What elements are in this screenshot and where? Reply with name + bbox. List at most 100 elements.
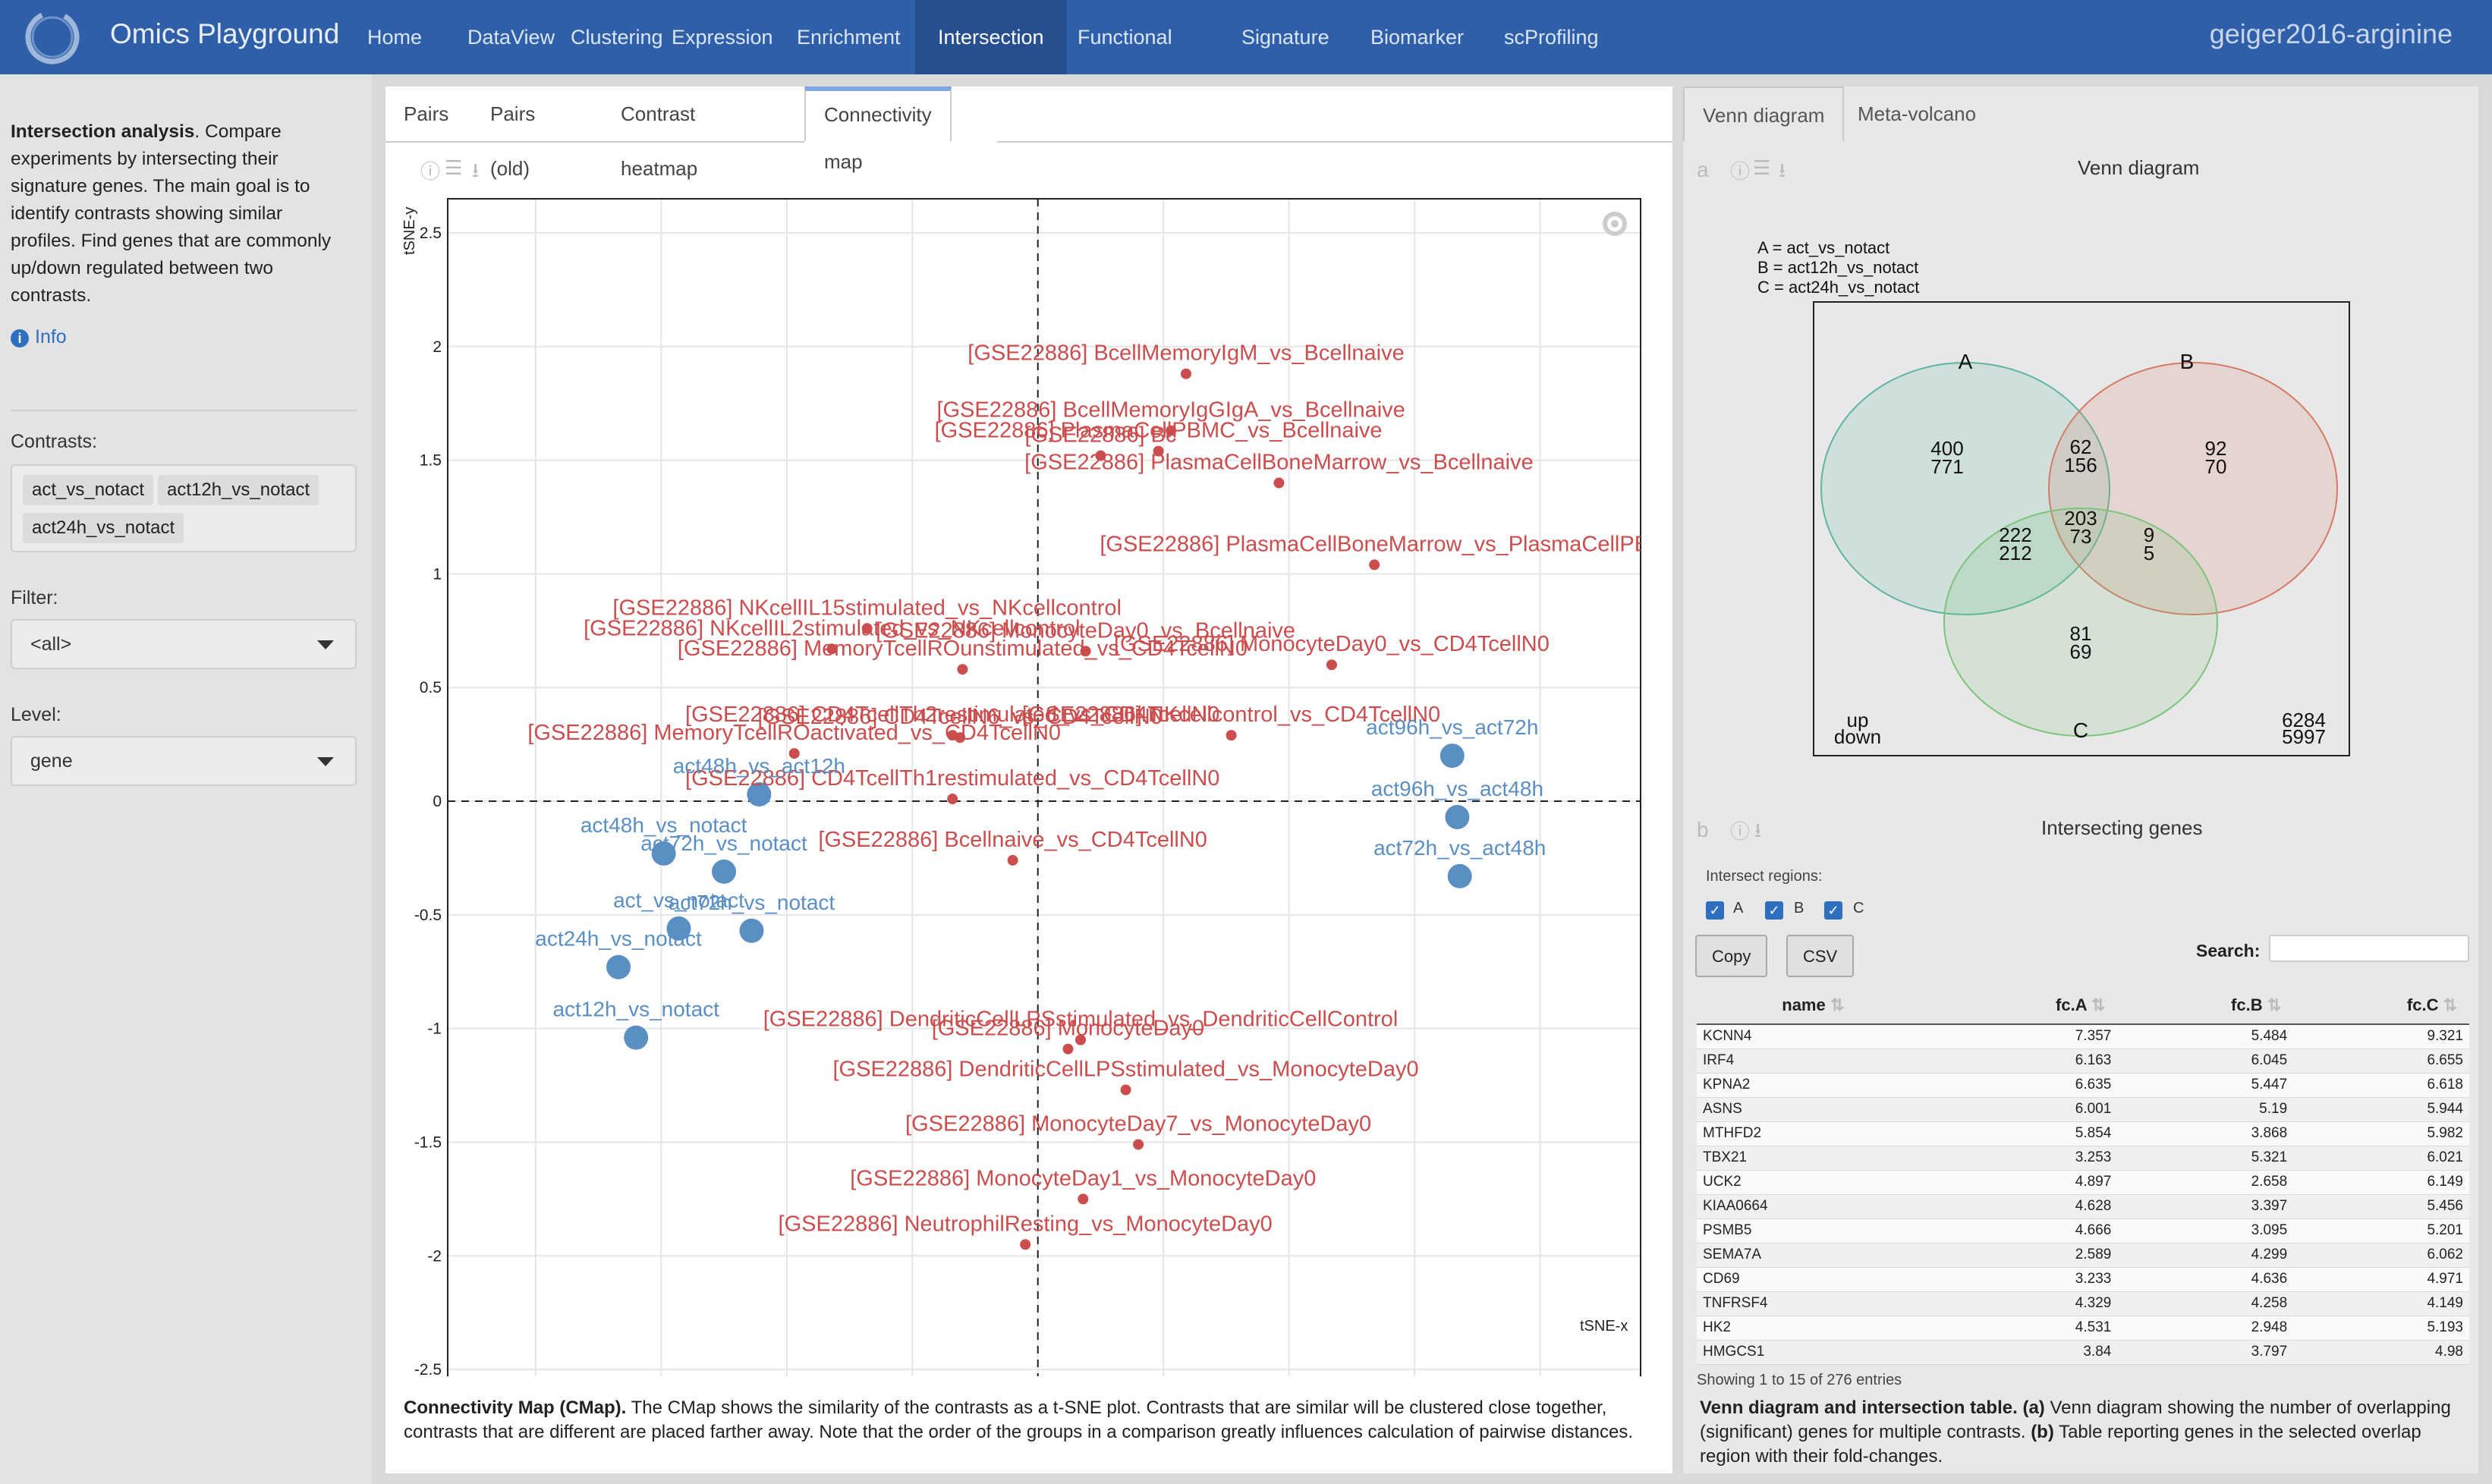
- sort-icon[interactable]: ⇅: [1825, 995, 1845, 1014]
- app-title[interactable]: Omics Playground: [110, 18, 340, 49]
- table-row[interactable]: SEMA7A 2.589 4.299 6.062: [1697, 1243, 2469, 1268]
- tab-meta-volcano[interactable]: Meta-volcano: [1858, 102, 1977, 125]
- external-point[interactable]: [1369, 559, 1380, 571]
- external-point[interactable]: [1166, 425, 1177, 436]
- checkbox-region-a[interactable]: ✓: [1706, 901, 1724, 920]
- dataset-point[interactable]: [712, 859, 737, 884]
- nav-dataview[interactable]: DataView: [467, 26, 555, 49]
- omics-logo-icon[interactable]: [21, 6, 83, 68]
- table-row[interactable]: HK2 4.531 2.948 5.193: [1697, 1316, 2469, 1341]
- tab-contrast-heatmap[interactable]: Contrast heatmap: [621, 102, 698, 180]
- divider: [11, 410, 357, 411]
- external-point[interactable]: [1153, 445, 1164, 457]
- table-row[interactable]: KPNA2 6.635 5.447 6.618: [1697, 1073, 2469, 1098]
- nav-signature[interactable]: Signature: [1241, 26, 1329, 49]
- external-point[interactable]: [1078, 1193, 1089, 1205]
- contrast-chip[interactable]: act24h_vs_notact: [23, 513, 184, 543]
- x-axis-label: tSNE-x: [1580, 1318, 1628, 1335]
- table-cell: 9.321: [2293, 1024, 2469, 1049]
- external-point[interactable]: [947, 730, 958, 741]
- copy-button[interactable]: Copy: [1695, 935, 1768, 977]
- external-point[interactable]: [1020, 1239, 1031, 1250]
- info-icon[interactable]: ⓘ: [1730, 160, 1751, 183]
- dataset-point[interactable]: [624, 1025, 649, 1050]
- options-icon[interactable]: ☰: [445, 156, 463, 179]
- checkbox-region-c[interactable]: ✓: [1824, 901, 1842, 920]
- nav-expression[interactable]: Expression: [672, 26, 773, 49]
- table-row[interactable]: ASNS 6.001 5.19 5.944: [1697, 1097, 2469, 1122]
- search-input[interactable]: [2269, 935, 2469, 962]
- dataset-point[interactable]: [651, 841, 676, 866]
- sort-icon[interactable]: ⇅: [2438, 995, 2457, 1014]
- external-point[interactable]: [1273, 477, 1285, 489]
- filter-select[interactable]: <all>: [11, 619, 357, 669]
- external-point[interactable]: [1080, 646, 1091, 657]
- nav-clustering[interactable]: Clustering: [571, 26, 663, 49]
- table-row[interactable]: CD69 3.233 4.636 4.971: [1697, 1267, 2469, 1292]
- external-point[interactable]: [1180, 368, 1191, 379]
- external-point[interactable]: [788, 748, 800, 759]
- nav-biomarker[interactable]: Biomarker: [1370, 26, 1465, 49]
- y-tick-label: 2: [433, 338, 442, 356]
- external-point[interactable]: [861, 623, 873, 634]
- contrast-chip[interactable]: act12h_vs_notact: [158, 475, 319, 505]
- csv-button[interactable]: CSV: [1786, 935, 1855, 977]
- download-icon[interactable]: ⭳: [1779, 159, 1786, 181]
- column-header-fc-A[interactable]: fc.A ⇅: [1941, 986, 2118, 1025]
- dataset-point[interactable]: [666, 916, 691, 941]
- tab-connectivity-map[interactable]: Connectivity map: [804, 86, 952, 173]
- nav-functional[interactable]: Functional: [1078, 26, 1172, 49]
- table-row[interactable]: KIAA0664 4.628 3.397 5.456: [1697, 1194, 2469, 1219]
- external-point[interactable]: [1075, 1034, 1086, 1045]
- tab-pairs-old[interactable]: Pairs (old): [490, 102, 536, 180]
- sort-icon[interactable]: ⇅: [2086, 995, 2106, 1014]
- dataset-point[interactable]: [606, 954, 631, 979]
- dataset-point[interactable]: [1440, 744, 1465, 769]
- download-icon[interactable]: ⭳: [1754, 819, 1762, 841]
- tab-pairs[interactable]: Pairs: [404, 102, 449, 125]
- nav-scprofiling[interactable]: scProfiling: [1504, 26, 1599, 49]
- external-point[interactable]: [1062, 1043, 1074, 1055]
- table-row[interactable]: HMGCS1 3.84 3.797 4.98: [1697, 1340, 2469, 1365]
- column-header-fc-C[interactable]: fc.C ⇅: [2293, 986, 2469, 1025]
- external-point[interactable]: [1226, 730, 1237, 741]
- external-point[interactable]: [957, 664, 968, 675]
- info-icon[interactable]: ⓘ: [420, 160, 441, 183]
- table-row[interactable]: PSMB5 4.666 3.095 5.201: [1697, 1218, 2469, 1243]
- table-cell: 4.299: [2117, 1243, 2294, 1268]
- point-label: [GSE22886] MonocyteDay1_vs_MonocyteDay0: [850, 1166, 1316, 1190]
- external-point[interactable]: [1120, 1084, 1131, 1096]
- nav-enrichment[interactable]: Enrichment: [797, 26, 901, 49]
- checkbox-region-b[interactable]: ✓: [1765, 901, 1783, 920]
- table-row[interactable]: MTHFD2 5.854 3.868 5.982: [1697, 1121, 2469, 1146]
- table-row[interactable]: KCNN4 7.357 5.484 9.321: [1697, 1024, 2469, 1049]
- table-row[interactable]: TNFRSF4 4.329 4.258 4.149: [1697, 1291, 2469, 1316]
- info-icon[interactable]: ⓘ: [1730, 820, 1751, 843]
- external-point[interactable]: [947, 794, 958, 805]
- table-row[interactable]: UCK2 4.897 2.658 6.149: [1697, 1170, 2469, 1195]
- external-point[interactable]: [1133, 1139, 1144, 1150]
- table-row[interactable]: IRF4 6.163 6.045 6.655: [1697, 1049, 2469, 1074]
- dataset-point[interactable]: [747, 782, 772, 807]
- contrasts-select[interactable]: act_vs_notact act12h_vs_notact act24h_vs…: [11, 464, 357, 552]
- gear-icon[interactable]: [1603, 212, 1627, 236]
- tab-venn-diagram[interactable]: Venn diagram: [1683, 86, 1845, 141]
- level-select[interactable]: gene: [11, 736, 357, 786]
- external-point[interactable]: [1326, 659, 1337, 671]
- dataset-point[interactable]: [1445, 804, 1470, 829]
- download-icon[interactable]: ⭳: [472, 159, 480, 181]
- table-row[interactable]: TBX21 3.253 5.321 6.021: [1697, 1146, 2469, 1171]
- info-link[interactable]: i Info: [11, 326, 67, 348]
- dataset-point[interactable]: [1447, 863, 1472, 888]
- column-header-name[interactable]: name ⇅: [1697, 986, 1942, 1025]
- contrast-chip[interactable]: act_vs_notact: [23, 475, 154, 505]
- dataset-point[interactable]: [739, 918, 764, 943]
- external-point[interactable]: [1095, 450, 1106, 461]
- options-icon[interactable]: ☰: [1753, 156, 1771, 179]
- external-point[interactable]: [826, 643, 838, 655]
- column-header-fc-B[interactable]: fc.B ⇅: [2117, 986, 2294, 1025]
- external-point[interactable]: [1007, 854, 1018, 866]
- nav-intersection[interactable]: Intersection: [915, 0, 1067, 74]
- nav-home[interactable]: Home: [367, 26, 423, 49]
- sort-icon[interactable]: ⇅: [2262, 995, 2282, 1014]
